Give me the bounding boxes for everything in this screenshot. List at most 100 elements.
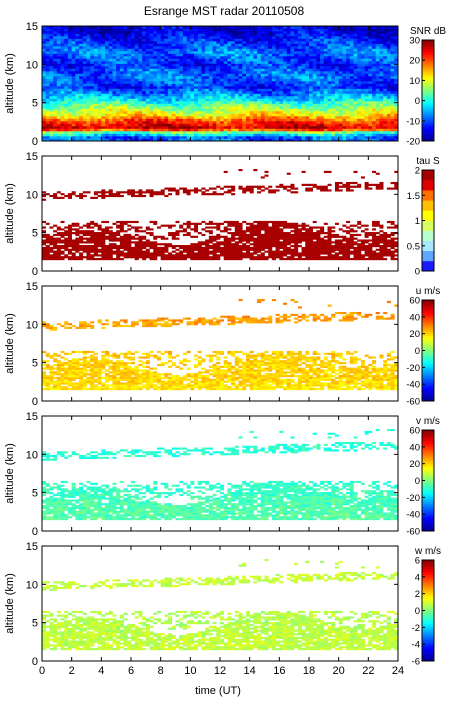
SNR-cell: [238, 73, 243, 77]
SNR-cell: [75, 56, 80, 59]
SNR-cell: [364, 126, 369, 129]
SNR-cell: [212, 66, 217, 69]
SNR-cell: [383, 91, 388, 94]
SNR-cell: [327, 48, 332, 52]
tau-cell: [56, 239, 61, 242]
SNR-cell: [67, 28, 72, 32]
SNR-cell: [79, 38, 84, 42]
SNR-cell: [227, 93, 232, 97]
SNR-cell: [283, 51, 288, 54]
SNR-cell: [253, 118, 258, 122]
tau-cell: [71, 239, 76, 242]
SNR-cell: [127, 133, 132, 137]
SNR-cell: [294, 98, 299, 102]
SNR-cell: [268, 83, 273, 87]
SNR-cell: [368, 121, 373, 124]
SNR-cell: [268, 66, 273, 69]
SNR-cell: [145, 68, 150, 72]
SNR-cell: [268, 133, 273, 137]
SNR-cell: [286, 66, 291, 69]
SNR-cell: [64, 31, 69, 34]
SNR-cell: [45, 31, 50, 34]
SNR-cell: [142, 71, 147, 74]
SNR-cell: [156, 93, 161, 97]
SNR-cell: [131, 91, 136, 94]
SNR-cell: [260, 46, 265, 49]
SNR-cell: [353, 123, 358, 127]
SNR-cell: [212, 31, 217, 34]
SNR-cell: [346, 36, 351, 39]
SNR-cell: [60, 36, 65, 39]
SNR-cell: [201, 48, 206, 52]
SNR-cell: [164, 73, 169, 77]
SNR-cell: [375, 46, 380, 49]
SNR-cell: [305, 118, 310, 122]
SNR-cell: [234, 136, 239, 139]
SNR-cell: [108, 116, 113, 119]
SNR-cell: [357, 73, 362, 77]
SNR-cell: [145, 136, 150, 139]
colorbar-swatch: [422, 50, 434, 53]
SNR-cell: [134, 48, 139, 52]
SNR-cell: [264, 56, 269, 59]
SNR-cell: [93, 88, 98, 92]
SNR-cell: [42, 111, 47, 114]
SNR-cell: [342, 116, 347, 119]
SNR-cell: [342, 111, 347, 114]
SNR-cell: [375, 103, 380, 107]
SNR-cell: [327, 26, 332, 29]
SNR-cell: [112, 76, 117, 79]
tau-cell: [93, 243, 98, 246]
SNR-cell: [290, 36, 295, 39]
SNR-cell: [383, 103, 388, 107]
SNR-cell: [67, 78, 72, 82]
tau-cell: [119, 250, 124, 253]
SNR-cell: [175, 88, 180, 92]
SNR-cell: [331, 136, 336, 139]
SNR-cell: [60, 111, 65, 114]
SNR-cell: [194, 76, 199, 79]
SNR-cell: [93, 66, 98, 69]
tau-cell: [90, 248, 95, 251]
SNR-cell: [316, 66, 321, 69]
SNR-cell: [349, 71, 354, 74]
SNR-cell: [131, 58, 136, 62]
SNR-cell: [331, 61, 336, 64]
SNR-cell: [283, 81, 288, 84]
SNR-cell: [268, 38, 273, 42]
SNR-cell: [353, 53, 358, 57]
tau-cell: [112, 246, 117, 250]
SNR-cell: [312, 53, 317, 57]
SNR-cell: [323, 128, 328, 132]
SNR-cell: [97, 116, 102, 119]
SNR-cell: [364, 73, 369, 77]
SNR-cell: [312, 88, 317, 92]
SNR-cell: [283, 111, 288, 114]
SNR-cell: [249, 131, 254, 134]
SNR-cell: [379, 118, 384, 122]
SNR-cell: [372, 91, 377, 94]
tau-cell: [71, 232, 76, 235]
SNR-cell: [82, 51, 87, 54]
SNR-cell: [212, 53, 217, 57]
tau-cell: [42, 243, 47, 246]
colorbar-swatch: [422, 79, 434, 83]
SNR-cell: [323, 133, 328, 137]
SNR-cell: [357, 33, 362, 37]
SNR-cell: [364, 63, 369, 67]
SNR-cell: [79, 93, 84, 97]
SNR-cell: [71, 36, 76, 39]
SNR-cell: [390, 58, 395, 62]
SNR-cell: [145, 78, 150, 82]
SNR-cell: [53, 68, 58, 72]
SNR-cell: [67, 133, 72, 137]
SNR-cell: [168, 81, 173, 84]
SNR-cell: [227, 111, 232, 114]
SNR-cell: [279, 83, 284, 87]
SNR-cell: [42, 123, 47, 127]
SNR-cell: [279, 103, 284, 107]
tau-cell: [108, 245, 113, 248]
SNR-cell: [156, 128, 161, 132]
SNR-cell: [164, 96, 169, 99]
SNR-cell: [145, 86, 150, 89]
